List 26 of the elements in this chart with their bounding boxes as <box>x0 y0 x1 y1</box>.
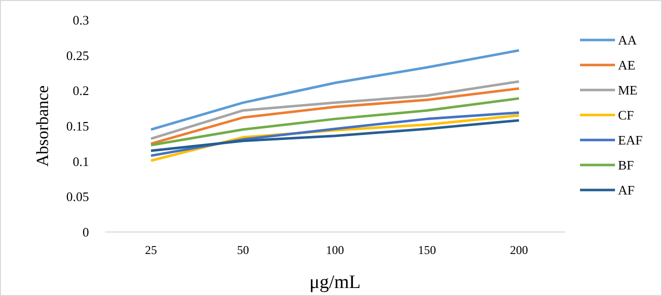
y-tick-label: 0 <box>82 224 89 240</box>
x-tick-label: 150 <box>418 243 436 257</box>
legend-label: AF <box>618 182 635 198</box>
y-axis-title: Absorbance <box>33 85 52 167</box>
line-series <box>150 119 520 152</box>
y-tick-label: 0.25 <box>66 48 89 63</box>
y-tick-label: 0.15 <box>66 118 89 134</box>
line-series <box>150 49 520 131</box>
y-tick-label: 0.05 <box>66 189 89 204</box>
y-tick-label: 0.1 <box>72 154 89 169</box>
y-tick-label: 0.2 <box>72 83 89 98</box>
x-tick-label: 200 <box>510 243 528 257</box>
legend-label: AA <box>618 32 638 48</box>
x-axis-title: μg/mL <box>309 272 361 293</box>
line-series <box>150 80 520 140</box>
legend-label: CF <box>618 108 634 123</box>
legend-label: AE <box>618 58 636 73</box>
x-tick-label: 50 <box>237 243 249 257</box>
legend-label: ME <box>618 82 638 98</box>
legend-label: BF <box>618 158 634 173</box>
x-tick-label: 25 <box>145 243 157 257</box>
y-tick-label: 0.3 <box>72 12 89 28</box>
line-series <box>150 87 520 145</box>
x-tick-label: 100 <box>326 243 344 257</box>
line-series <box>150 97 520 146</box>
legend-label: EAF <box>618 132 643 148</box>
